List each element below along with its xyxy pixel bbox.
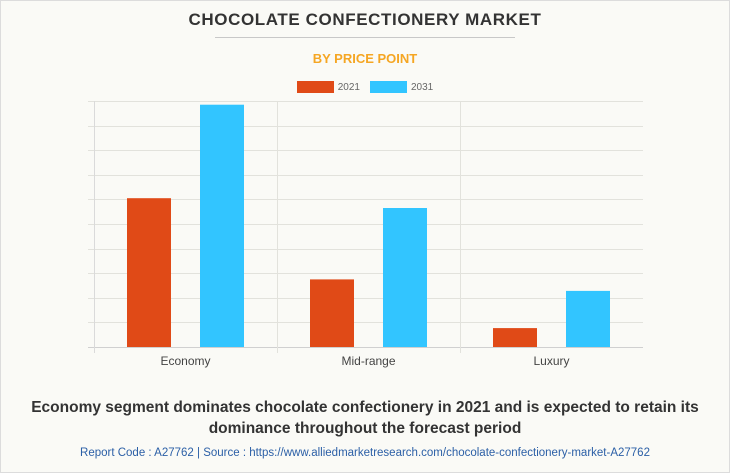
legend-label-2031: 2031 (411, 81, 434, 93)
x-tick-label: Luxury (533, 354, 569, 368)
title-divider (215, 37, 515, 38)
bar-mid-range-2031[interactable] (383, 208, 427, 347)
source-line[interactable]: Report Code : A27762 | Source : https://… (80, 447, 650, 459)
bar-mid-range-2021[interactable] (310, 279, 354, 347)
x-tick-label: Economy (160, 354, 210, 368)
x-axis-labels: Economy Mid-range Luxury (160, 354, 569, 368)
bar-luxury-2021[interactable] (493, 328, 537, 347)
bar-luxury-2031[interactable] (566, 290, 610, 347)
bar-economy-2031[interactable] (200, 104, 244, 347)
legend-swatch-2031 (370, 81, 407, 93)
legend-swatch-2021 (296, 81, 334, 93)
chart-caption: Economy segment dominates chocolate conf… (31, 399, 699, 437)
bar-economy-2021[interactable] (127, 198, 171, 347)
bars (127, 104, 610, 347)
chart-title: CHOCOLATE CONFECTIONERY MARKET (188, 10, 542, 29)
chart-subtitle: BY PRICE POINT (312, 51, 418, 66)
legend-item-2021[interactable]: 2021 (296, 81, 360, 93)
x-tick-label: Mid-range (341, 354, 395, 368)
legend-label-2021: 2021 (337, 81, 360, 93)
legend: 2021 2031 (0, 80, 730, 94)
gridlines (88, 101, 643, 353)
legend-item-2031[interactable]: 2031 (370, 81, 433, 93)
